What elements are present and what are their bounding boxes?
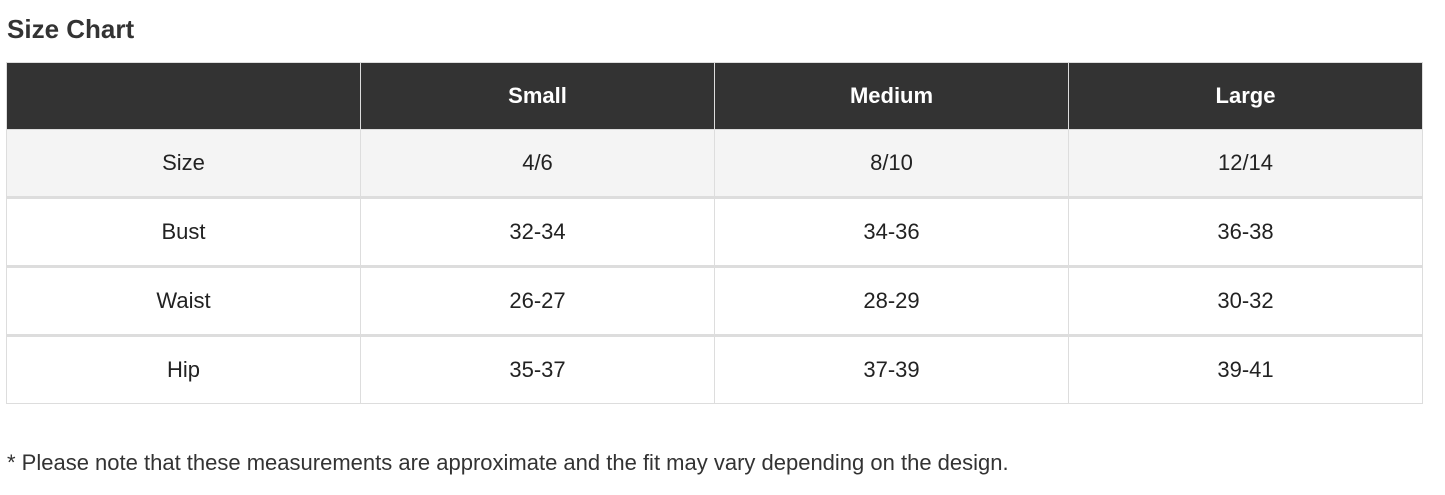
table-cell: 12/14	[1068, 129, 1423, 198]
table-cell: 28-29	[714, 266, 1069, 336]
table-row: Bust 32-34 34-36 36-38	[6, 197, 1423, 267]
note: * Please note that these measurements ar…	[7, 450, 1009, 475]
table-head: Small Medium Large	[6, 62, 1423, 130]
header-row: Small Medium Large	[6, 62, 1423, 130]
size-table: Small Medium Large Size 4/6 8/10 12/14 Bust 32-…	[6, 62, 1423, 404]
table-cell: 35-37	[360, 335, 715, 404]
table-row: Hip 35-37 37-39 39-41	[6, 335, 1423, 404]
table-cell: 39-41	[1068, 335, 1423, 404]
table-row: Waist 26-27 28-29 30-32	[6, 266, 1423, 336]
title: Size Chart	[7, 14, 135, 44]
table-cell: 37-39	[714, 335, 1069, 404]
header-cell: Small	[360, 62, 715, 130]
header-cell: Medium	[714, 62, 1069, 130]
table-cell: 4/6	[360, 129, 715, 198]
table-cell: 32-34	[360, 197, 715, 267]
table-cell: 36-38	[1068, 197, 1423, 267]
table-row: Size 4/6 8/10 12/14	[6, 129, 1423, 198]
row-label: Waist	[6, 266, 361, 336]
table-cell: 26-27	[360, 266, 715, 336]
row-label: Hip	[6, 335, 361, 404]
row-label: Bust	[6, 197, 361, 267]
table-body: Size 4/6 8/10 12/14 Bust 32-34 34-36 36-38 Waist…	[6, 129, 1423, 404]
table-cell: 30-32	[1068, 266, 1423, 336]
row-label: Size	[6, 129, 361, 198]
table-cell: 8/10	[714, 129, 1069, 198]
table-cell: 34-36	[714, 197, 1069, 267]
header-cell	[6, 62, 361, 130]
header-cell: Large	[1068, 62, 1423, 130]
